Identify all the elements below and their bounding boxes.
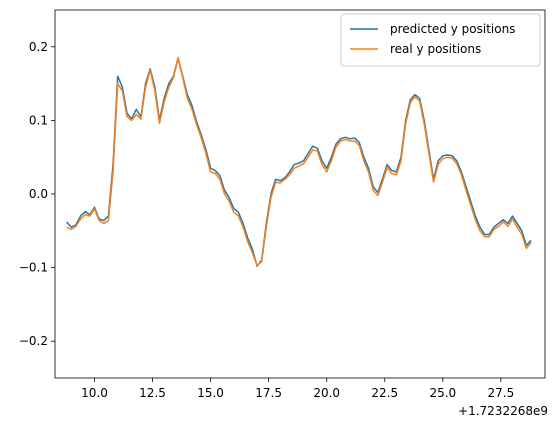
- legend: predicted y positions real y positions: [340, 13, 541, 67]
- x-tick-label: 17.5: [255, 386, 282, 400]
- y-tick-label: 0.2: [29, 40, 48, 54]
- x-tick-label: 15.0: [197, 386, 224, 400]
- x-offset-label: +1.7232268e9: [458, 404, 548, 418]
- legend-label-real: real y positions: [390, 42, 481, 56]
- plot-area: [55, 10, 545, 378]
- x-tick-label: 10.0: [81, 386, 108, 400]
- series-line-real: [66, 57, 532, 267]
- y-tick-label: 0.0: [29, 187, 48, 201]
- x-axis-ticks: 10.0 12.5 15.0 17.5 20.0 22.5 25.0 27.5: [81, 378, 514, 400]
- y-tick-label: −0.1: [19, 261, 48, 275]
- y-axis-ticks: −0.2 −0.1 0.0 0.1 0.2: [19, 40, 55, 348]
- legend-label-predicted: predicted y positions: [390, 22, 515, 36]
- x-tick-label: 27.5: [488, 386, 515, 400]
- y-tick-label: −0.2: [19, 334, 48, 348]
- x-tick-label: 25.0: [429, 386, 456, 400]
- legend-box: [340, 13, 541, 67]
- series-layer: [66, 57, 532, 267]
- plot-frame: [54, 9, 546, 379]
- x-tick-label: 20.0: [313, 386, 340, 400]
- y-tick-label: 0.1: [29, 113, 48, 127]
- x-tick-label: 22.5: [371, 386, 398, 400]
- x-tick-label: 12.5: [139, 386, 166, 400]
